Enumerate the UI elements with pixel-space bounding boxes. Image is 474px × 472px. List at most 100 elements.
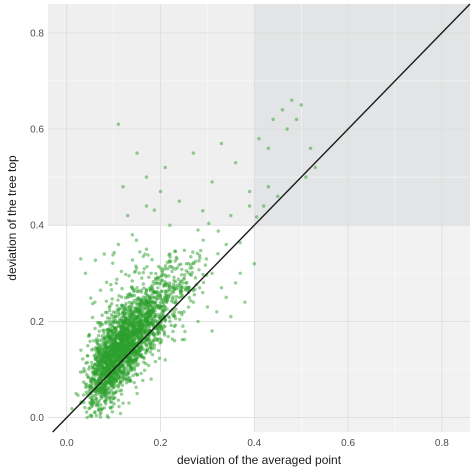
data-point <box>135 302 139 306</box>
data-point <box>145 264 149 269</box>
data-point <box>147 334 151 338</box>
data-point <box>109 354 114 358</box>
data-point <box>113 345 117 349</box>
data-point <box>112 402 116 406</box>
data-point <box>70 407 74 411</box>
x-tick-label: 0.4 <box>247 438 261 449</box>
y-axis-title: deviation of the tree top <box>5 155 19 281</box>
data-point <box>139 288 143 293</box>
data-point <box>102 252 106 256</box>
data-point <box>139 305 143 310</box>
data-point <box>182 273 187 277</box>
data-point <box>229 314 233 319</box>
data-point <box>104 341 108 345</box>
data-point <box>108 359 112 363</box>
data-point <box>201 290 205 295</box>
data-point <box>116 354 120 358</box>
data-point <box>105 414 110 418</box>
data-point <box>163 165 167 170</box>
data-point <box>126 368 131 373</box>
data-point <box>116 311 121 315</box>
data-point <box>266 146 271 150</box>
data-point <box>154 290 158 295</box>
data-point <box>109 313 114 317</box>
data-point <box>313 165 317 170</box>
data-point <box>158 341 162 345</box>
data-point <box>92 377 96 382</box>
data-point <box>90 363 95 368</box>
data-point <box>126 213 130 218</box>
data-point <box>135 363 140 368</box>
data-point <box>130 287 135 291</box>
data-point <box>97 321 101 325</box>
data-point <box>254 215 259 219</box>
data-point <box>308 146 313 150</box>
data-point <box>140 335 144 339</box>
data-point <box>131 361 135 366</box>
data-point <box>180 267 184 272</box>
data-point <box>110 405 115 409</box>
data-point <box>131 373 135 378</box>
data-point <box>109 374 113 378</box>
data-point <box>155 281 159 285</box>
data-point <box>150 343 155 347</box>
data-point <box>96 373 101 377</box>
data-point <box>183 329 187 334</box>
data-point <box>126 372 130 376</box>
data-point <box>191 261 195 265</box>
y-tick-label: 0.6 <box>30 125 44 136</box>
data-point <box>126 295 130 300</box>
data-point <box>130 328 135 332</box>
data-point <box>195 251 200 256</box>
data-point <box>88 400 92 405</box>
data-point <box>146 310 150 315</box>
data-point <box>141 325 145 329</box>
data-point <box>156 286 160 290</box>
data-point <box>81 357 85 361</box>
data-point <box>148 288 153 293</box>
data-point <box>132 293 137 298</box>
data-point <box>163 305 167 309</box>
data-point <box>110 340 115 344</box>
data-point <box>198 256 202 260</box>
data-point <box>158 314 162 318</box>
data-point <box>204 257 209 261</box>
data-point <box>126 322 130 326</box>
data-point <box>122 352 127 356</box>
data-point <box>210 329 214 333</box>
data-point <box>113 338 117 343</box>
data-point <box>120 375 125 380</box>
data-point <box>146 363 151 368</box>
y-tick-label: 0.4 <box>30 221 44 232</box>
data-point <box>102 331 106 335</box>
data-point <box>197 259 201 263</box>
data-point <box>115 348 119 353</box>
data-point <box>164 300 169 304</box>
data-point <box>108 396 112 400</box>
data-point <box>86 344 90 348</box>
data-point <box>117 404 121 409</box>
data-point <box>99 403 103 407</box>
data-point <box>144 287 149 292</box>
data-point <box>148 342 152 347</box>
data-point <box>276 194 280 199</box>
data-point <box>224 295 228 300</box>
data-point <box>141 270 145 275</box>
data-point <box>192 293 197 297</box>
data-point <box>107 390 112 394</box>
data-point <box>144 175 149 179</box>
data-point <box>160 328 164 332</box>
data-point <box>93 369 97 373</box>
data-point <box>139 309 144 313</box>
data-point <box>147 314 151 318</box>
data-point <box>294 117 299 122</box>
data-point <box>196 228 200 232</box>
x-tick-label: 0.8 <box>435 438 449 449</box>
data-point <box>177 263 181 267</box>
data-point <box>304 175 308 179</box>
data-point <box>173 267 178 271</box>
data-point <box>97 406 101 410</box>
data-point <box>134 238 139 242</box>
data-point <box>144 247 149 251</box>
data-point <box>117 307 122 311</box>
